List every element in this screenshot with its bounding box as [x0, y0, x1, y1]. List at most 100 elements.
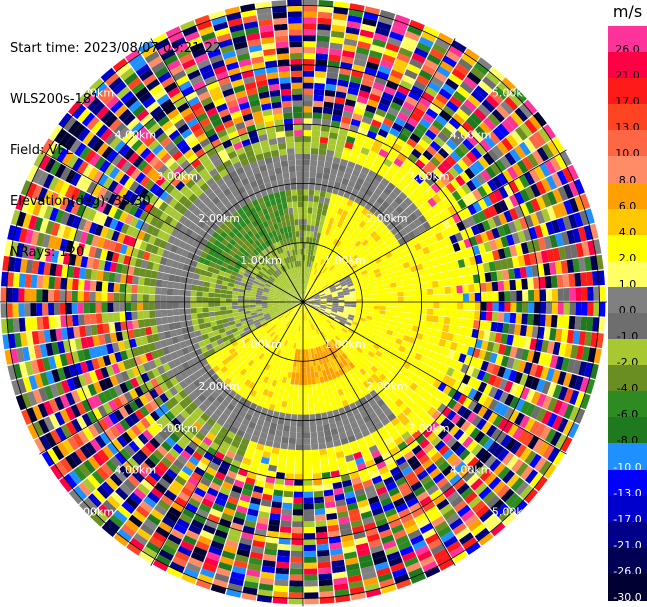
radar-gate — [418, 69, 433, 81]
radar-gate — [204, 322, 212, 329]
radar-gate — [509, 279, 517, 291]
radar-gate — [315, 256, 320, 264]
radar-gate — [290, 562, 303, 569]
radar-gate — [320, 215, 326, 222]
radar-gate — [388, 191, 398, 201]
radar-gate — [464, 167, 476, 180]
radar-gate — [308, 261, 312, 268]
radar-gate — [305, 272, 308, 279]
radar-gate — [323, 234, 329, 241]
radar-gate — [483, 396, 494, 408]
radar-gate — [315, 53, 328, 61]
radar-gate — [42, 289, 49, 302]
radar-gate — [348, 285, 355, 290]
radar-gate — [324, 276, 330, 283]
radar-gate — [285, 407, 292, 415]
radar-gate — [563, 388, 574, 403]
radar-gate — [309, 287, 314, 293]
radar-gate — [359, 185, 368, 194]
radar-gate — [465, 328, 473, 337]
radar-gate — [562, 420, 574, 436]
radar-gate — [378, 284, 385, 290]
radar-gate — [446, 193, 457, 205]
radar-gate — [557, 186, 569, 201]
radar-gate — [279, 448, 288, 456]
radar-gate — [318, 0, 334, 7]
radar-gate — [361, 269, 368, 276]
radar-gate — [352, 280, 360, 286]
radar-gate — [137, 319, 145, 328]
radar-gate — [452, 113, 465, 126]
radar-gate — [356, 302, 363, 305]
radar-gate — [488, 261, 497, 272]
radar-gate — [363, 161, 373, 170]
radar-gate — [416, 361, 425, 370]
radar-gate — [534, 364, 544, 378]
radar-gate — [314, 225, 319, 233]
radar-gate — [362, 260, 370, 267]
radar-gate — [560, 436, 573, 453]
radar-gate — [455, 318, 463, 327]
radar-gate — [366, 315, 373, 321]
radar-gate — [378, 314, 385, 319]
radar-gate — [314, 304, 321, 307]
radar-gate — [419, 355, 428, 364]
radar-gate — [77, 291, 84, 302]
radar-gate — [272, 495, 283, 503]
radar-gate — [114, 322, 122, 332]
radar-gate — [370, 44, 385, 54]
radar-gate — [347, 242, 355, 249]
radar-gate — [316, 425, 324, 432]
radar-gate — [310, 431, 318, 439]
radar-gate — [289, 425, 297, 433]
radar-gate — [374, 302, 381, 306]
radar-gate — [519, 188, 531, 203]
radar-gate — [363, 276, 371, 282]
radar-gate — [330, 289, 337, 293]
radar-gate — [474, 85, 489, 99]
radar-gate — [479, 139, 492, 152]
radar-gate — [24, 288, 31, 302]
radar-gate — [317, 17, 332, 25]
radar-gate — [317, 23, 331, 31]
radar-gate — [328, 138, 337, 146]
radar-gate — [343, 292, 350, 296]
radar-gate — [509, 382, 519, 396]
radar-gate — [368, 298, 375, 302]
radar-gate — [482, 152, 495, 166]
radar-gate — [461, 183, 472, 195]
radar-gate — [599, 286, 606, 301]
radar-gate — [529, 168, 541, 183]
radar-gate — [320, 302, 327, 305]
radar-gate — [436, 65, 451, 78]
radar-gate — [483, 117, 497, 131]
radar-gate — [340, 122, 350, 130]
radar-gate — [489, 239, 498, 251]
radar-gate — [275, 429, 283, 437]
radar-gate — [318, 196, 325, 204]
radar-gate — [326, 72, 339, 80]
radar-gate — [361, 328, 368, 334]
radar-gate — [142, 294, 149, 302]
radar-gate — [568, 374, 578, 389]
radar-gate — [342, 312, 349, 317]
radar-gate — [361, 239, 369, 247]
radar-gate — [334, 213, 342, 221]
radar-gate — [377, 250, 385, 258]
radar-gate — [578, 331, 587, 346]
radar-gate — [560, 260, 569, 274]
radar-gate — [341, 230, 348, 238]
radar-gate — [362, 180, 371, 189]
radar-gate — [142, 302, 149, 311]
radar-gate — [380, 327, 388, 334]
radar-gate — [338, 299, 345, 302]
radar-gate — [359, 29, 374, 39]
radar-gate — [492, 249, 500, 261]
radar-gate — [311, 443, 319, 450]
radar-gate — [215, 283, 222, 289]
radar-gate — [308, 297, 315, 301]
radar-gate — [336, 139, 346, 148]
radar-gate — [437, 131, 450, 143]
radar-gate — [350, 149, 360, 158]
radar-gate — [310, 437, 318, 445]
